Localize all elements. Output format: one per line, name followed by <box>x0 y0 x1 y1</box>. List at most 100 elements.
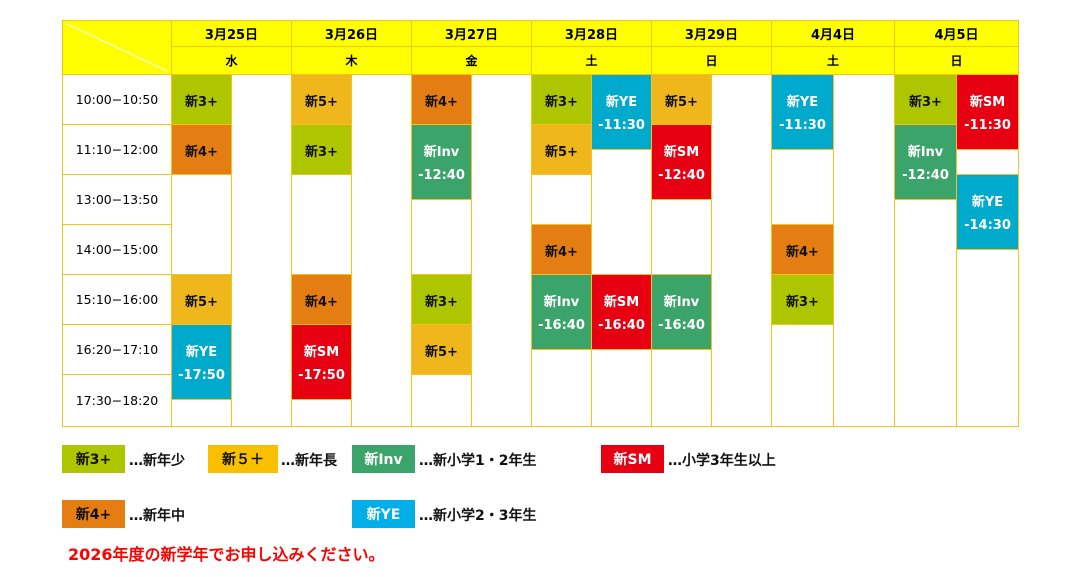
class-block-sm[interactable]: 新SM -16:40 <box>591 274 652 350</box>
class-block-3plus[interactable]: 新3+ <box>411 274 472 325</box>
class-block-inv[interactable]: 新Inv -16:40 <box>531 274 592 350</box>
class-block-sm[interactable]: 新SM -12:40 <box>651 124 712 200</box>
class-end-time: -12:40 <box>902 168 949 183</box>
class-block-3plus[interactable]: 新3+ <box>171 74 232 125</box>
class-block-sm[interactable]: 新SM -11:30 <box>956 74 1019 150</box>
class-label: 新3+ <box>545 95 578 110</box>
legend-description: …新年少 <box>129 453 185 469</box>
weekday-header: 金 <box>411 46 532 75</box>
class-end-time: -16:40 <box>538 318 585 333</box>
class-label: 新4+ <box>305 295 338 310</box>
date-header: 3月27日 <box>411 20 532 47</box>
class-block-4plus[interactable]: 新4+ <box>771 224 834 275</box>
legend-description: …新年長 <box>281 453 337 469</box>
class-label: 新5+ <box>425 345 458 360</box>
diagonal-line <box>66 23 168 72</box>
class-block-5plus[interactable]: 新5+ <box>651 74 712 125</box>
class-block-ye[interactable]: 新YE -11:30 <box>771 74 834 150</box>
weekday-header: 土 <box>771 46 895 75</box>
class-label: 新3+ <box>786 295 819 310</box>
class-end-time: -17:50 <box>298 368 345 383</box>
day-lane <box>471 74 532 427</box>
class-label: 新5+ <box>545 145 578 160</box>
legend-badge: 新4+ <box>62 500 125 528</box>
class-end-time: -16:40 <box>598 318 645 333</box>
class-block-4plus[interactable]: 新4+ <box>531 224 592 275</box>
class-block-inv[interactable]: 新Inv -12:40 <box>894 124 957 200</box>
class-end-time: -11:30 <box>598 118 645 133</box>
class-block-5plus[interactable]: 新5+ <box>171 274 232 325</box>
class-block-inv[interactable]: 新Inv -12:40 <box>411 124 472 200</box>
weekday-header: 日 <box>651 46 772 75</box>
weekday-header: 土 <box>531 46 652 75</box>
class-label: 新3+ <box>909 95 942 110</box>
legend-badge: 新Inv <box>352 445 415 473</box>
class-label: 新Inv <box>423 145 460 160</box>
class-block-ye[interactable]: 新YE -17:50 <box>171 324 232 400</box>
class-label: 新SM <box>663 145 700 160</box>
class-label: 新3+ <box>425 295 458 310</box>
time-slot-label: 10:00−10:50 <box>62 74 172 125</box>
class-block-3plus[interactable]: 新3+ <box>771 274 834 325</box>
class-block-3plus[interactable]: 新3+ <box>291 124 352 175</box>
class-label: 新SM <box>969 95 1006 110</box>
class-label: 新YE <box>786 95 819 110</box>
class-label: 新3+ <box>185 95 218 110</box>
date-header: 4月5日 <box>894 20 1019 47</box>
class-end-time: -17:50 <box>178 368 225 383</box>
class-label: 新SM <box>603 295 640 310</box>
date-header: 3月29日 <box>651 20 772 47</box>
class-block-sm[interactable]: 新SM -17:50 <box>291 324 352 400</box>
class-label: 新Inv <box>543 295 580 310</box>
time-slot-label: 16:20−17:10 <box>62 324 172 375</box>
legend-badge: 新YE <box>352 500 415 528</box>
day-lane <box>711 74 772 427</box>
class-block-4plus[interactable]: 新4+ <box>291 274 352 325</box>
class-label: 新3+ <box>305 145 338 160</box>
legend-description: …新小学2・3年生 <box>419 508 537 524</box>
date-header: 4月4日 <box>771 20 895 47</box>
class-label: 新5+ <box>185 295 218 310</box>
class-label: 新4+ <box>545 245 578 260</box>
class-block-5plus[interactable]: 新5+ <box>291 74 352 125</box>
class-label: 新4+ <box>786 245 819 260</box>
class-label: 新Inv <box>663 295 700 310</box>
time-slot-label: 11:10−12:00 <box>62 124 172 175</box>
class-block-ye[interactable]: 新YE -14:30 <box>956 174 1019 250</box>
class-block-3plus[interactable]: 新3+ <box>894 74 957 125</box>
date-header: 3月28日 <box>531 20 652 47</box>
time-slot-label: 15:10−16:00 <box>62 274 172 325</box>
time-slot-label: 13:00−13:50 <box>62 174 172 225</box>
weekday-header: 日 <box>894 46 1019 75</box>
class-label: 新SM <box>303 345 340 360</box>
legend-badge: 新3+ <box>62 445 125 473</box>
date-header: 3月26日 <box>291 20 412 47</box>
time-slot-label: 17:30−18:20 <box>62 374 172 427</box>
class-label: 新YE <box>605 95 638 110</box>
class-label: 新4+ <box>185 145 218 160</box>
legend-badge: 新５＋ <box>208 445 278 473</box>
class-block-5plus[interactable]: 新5+ <box>531 124 592 175</box>
legend-description: …小学3年生以上 <box>668 453 776 469</box>
class-end-time: -14:30 <box>964 218 1011 233</box>
time-slot-label: 14:00−15:00 <box>62 224 172 275</box>
class-block-ye[interactable]: 新YE -11:30 <box>591 74 652 150</box>
class-block-inv[interactable]: 新Inv -16:40 <box>651 274 712 350</box>
class-block-5plus[interactable]: 新5+ <box>411 324 472 375</box>
class-block-3plus[interactable]: 新3+ <box>531 74 592 125</box>
corner-header <box>62 20 172 75</box>
class-label: 新4+ <box>425 95 458 110</box>
legend-description: …新小学1・2年生 <box>419 453 537 469</box>
class-end-time: -16:40 <box>658 318 705 333</box>
class-block-4plus[interactable]: 新4+ <box>411 74 472 125</box>
date-header: 3月25日 <box>171 20 292 47</box>
class-label: 新5+ <box>665 95 698 110</box>
class-label: 新YE <box>971 195 1004 210</box>
class-end-time: -11:30 <box>779 118 826 133</box>
class-block-4plus[interactable]: 新4+ <box>171 124 232 175</box>
legend-badge: 新SM <box>601 445 664 473</box>
day-lane <box>231 74 292 427</box>
class-label: 新5+ <box>305 95 338 110</box>
class-end-time: -12:40 <box>418 168 465 183</box>
